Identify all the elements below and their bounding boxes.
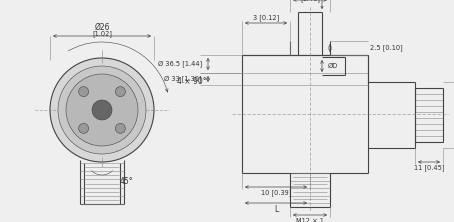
Text: Ø26: Ø26	[94, 22, 110, 32]
Text: ØD: ØD	[328, 63, 338, 69]
Text: L: L	[274, 204, 278, 214]
Text: 2.5 [0.10]: 2.5 [0.10]	[370, 45, 403, 51]
Circle shape	[92, 100, 112, 120]
Circle shape	[66, 74, 138, 146]
Circle shape	[79, 123, 89, 133]
Circle shape	[79, 87, 89, 97]
Text: Ø 36.5 [1.44]: Ø 36.5 [1.44]	[158, 61, 202, 67]
Text: 3 [0.12]: 3 [0.12]	[253, 15, 279, 21]
Text: 11 [0.45]: 11 [0.45]	[414, 165, 444, 171]
Text: [1.02]: [1.02]	[92, 31, 112, 37]
Text: M12 × 1: M12 × 1	[296, 218, 324, 222]
Circle shape	[58, 66, 146, 154]
Text: 10 [0.39]: 10 [0.39]	[261, 190, 291, 196]
Text: Ø 33 [1.30]: Ø 33 [1.30]	[164, 75, 202, 82]
Text: 4 × 90°: 4 × 90°	[177, 77, 207, 87]
Text: 45°: 45°	[120, 178, 133, 186]
Circle shape	[50, 58, 154, 162]
Circle shape	[115, 123, 125, 133]
Circle shape	[115, 87, 125, 97]
Text: [1.46]: [1.46]	[300, 0, 320, 2]
